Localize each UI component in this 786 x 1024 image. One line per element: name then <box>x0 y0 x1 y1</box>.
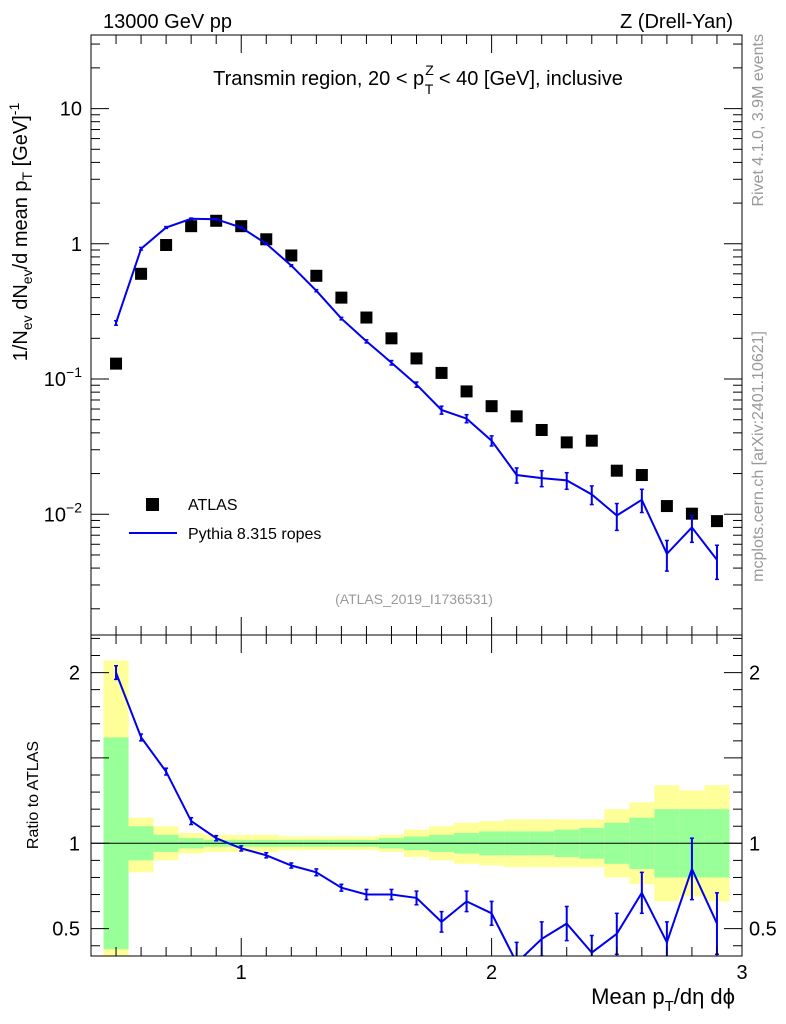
main-y-axis-label: 1/Nev dNev/d mean pT [GeV]-1 <box>6 103 35 362</box>
ratio-y-tick-label-right: 1 <box>749 833 760 855</box>
main-y-tick-label: 10−2 <box>44 499 82 526</box>
atlas-point <box>535 423 548 436</box>
atlas-point <box>510 410 523 423</box>
mcplots-source-label: mcplots.cern.ch [arXiv:2401.10621] <box>750 331 767 582</box>
x-axis-label: Mean pT/dη dϕ <box>591 984 735 1015</box>
atlas-point <box>185 220 198 233</box>
ratio-y-tick-label: 2 <box>69 663 80 685</box>
legend-pythia-label: Pythia 8.315 ropes <box>188 526 321 543</box>
legend: ATLAS Pythia 8.315 ropes <box>129 497 321 543</box>
ratio-frame <box>90 634 743 957</box>
rivet-version-label: Rivet 4.1.0, 3.9M events <box>750 34 767 207</box>
main-frame <box>90 34 743 636</box>
atlas-point <box>285 249 298 262</box>
atlas-point <box>310 269 323 282</box>
atlas-point <box>485 400 498 413</box>
atlas-point <box>110 357 123 370</box>
atlas-point <box>135 267 148 280</box>
x-tick-label: 3 <box>736 962 747 984</box>
atlas-point <box>660 500 673 513</box>
ratio-y-tick-label: 0.5 <box>52 919 80 941</box>
atlas-point <box>410 352 423 365</box>
atlas-point <box>635 469 648 482</box>
atlas-point <box>710 515 723 528</box>
atlas-point <box>585 434 598 447</box>
atlas-point <box>610 464 623 477</box>
main-y-tick-label: 10 <box>60 99 82 121</box>
x-tick-label: 2 <box>486 962 497 984</box>
atlas-point <box>210 214 223 227</box>
ratio-axes: 0.5 0.5 1 1 2 2 1 2 3 <box>52 635 777 984</box>
x-tick-label: 1 <box>236 962 247 984</box>
ratio-plot-area <box>91 660 742 956</box>
header-right-label: Z (Drell-Yan) <box>620 11 733 33</box>
main-panel: 10−2 10−1 1 10 Transmin region, 20 < pZ T < … <box>6 34 743 636</box>
main-y-tick-label: 1 <box>71 234 82 256</box>
header-left-label: 13000 GeV pp <box>103 11 232 33</box>
main-y-tick-label: 10−1 <box>44 364 82 391</box>
atlas-point <box>335 291 348 304</box>
main-plot-area <box>110 214 723 581</box>
ratio-panel: 0.5 0.5 1 1 2 2 1 2 3 Ratio to ATLAS Mean pT/dη … <box>25 634 777 1015</box>
main-y-axis: 10−2 10−1 1 10 <box>44 35 743 635</box>
atlas-point <box>685 507 698 520</box>
ratio-y-tick-label-right: 2 <box>749 663 760 685</box>
atlas-point <box>435 366 448 379</box>
ratio-y-tick-label-right: 0.5 <box>749 919 777 941</box>
atlas-point <box>560 436 573 449</box>
atlas-point <box>460 385 473 398</box>
main-title: Transmin region, 20 < pZ T < 40 [GeV], in… <box>213 62 623 97</box>
atlas-point <box>160 238 173 251</box>
atlas-point <box>385 332 398 345</box>
legend-atlas-marker <box>146 498 159 511</box>
ratio-y-axis-label: Ratio to ATLAS <box>25 741 42 849</box>
legend-atlas-label: ATLAS <box>188 497 238 514</box>
analysis-id-label: (ATLAS_2019_I1736531) <box>335 591 493 607</box>
atlas-point <box>360 311 373 324</box>
ratio-y-tick-label: 1 <box>69 833 80 855</box>
